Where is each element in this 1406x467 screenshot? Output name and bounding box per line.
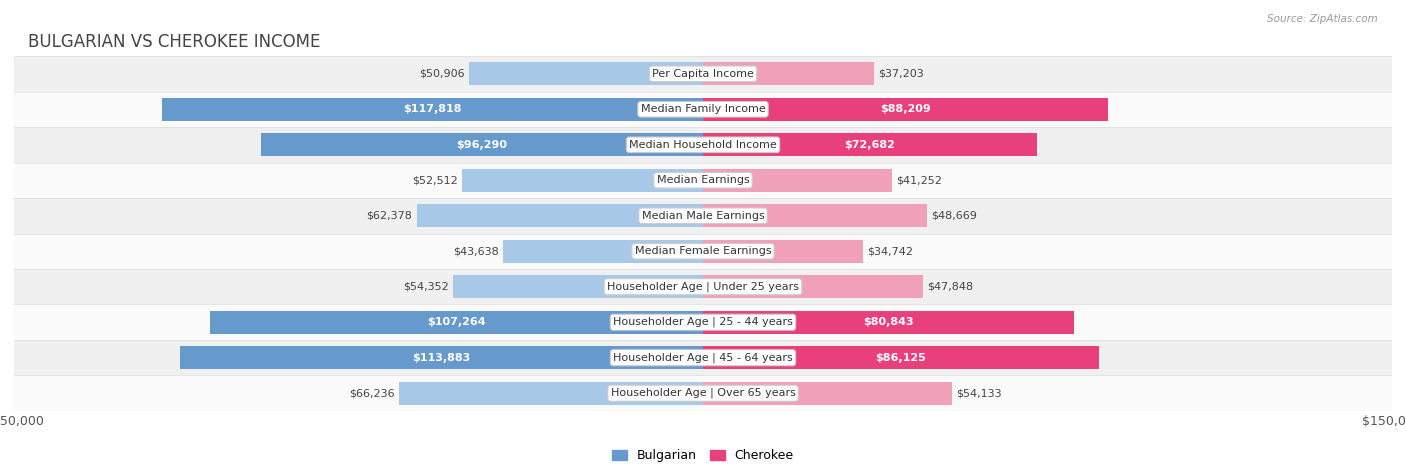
Text: $37,203: $37,203 <box>877 69 924 79</box>
Text: $54,352: $54,352 <box>404 282 450 292</box>
Text: $54,133: $54,133 <box>956 388 1001 398</box>
Bar <box>14 92 1392 127</box>
Bar <box>703 346 1098 369</box>
Bar <box>416 204 703 227</box>
Bar <box>703 240 862 263</box>
Text: $48,669: $48,669 <box>931 211 977 221</box>
Text: Householder Age | 25 - 44 years: Householder Age | 25 - 44 years <box>613 317 793 327</box>
Text: $47,848: $47,848 <box>927 282 973 292</box>
Text: Median Family Income: Median Family Income <box>641 104 765 114</box>
Text: $66,236: $66,236 <box>349 388 395 398</box>
Bar <box>399 382 703 405</box>
Bar <box>14 304 1392 340</box>
Text: Median Earnings: Median Earnings <box>657 175 749 185</box>
Bar <box>180 346 703 369</box>
Text: Source: ZipAtlas.com: Source: ZipAtlas.com <box>1267 14 1378 24</box>
Text: Median Female Earnings: Median Female Earnings <box>634 246 772 256</box>
Bar <box>14 375 1392 411</box>
Text: Per Capita Income: Per Capita Income <box>652 69 754 79</box>
Text: $80,843: $80,843 <box>863 317 914 327</box>
Bar <box>14 234 1392 269</box>
Text: $34,742: $34,742 <box>866 246 912 256</box>
Bar <box>703 382 952 405</box>
Bar <box>703 204 927 227</box>
Text: $86,125: $86,125 <box>876 353 927 363</box>
Bar <box>14 163 1392 198</box>
Text: Householder Age | 45 - 64 years: Householder Age | 45 - 64 years <box>613 353 793 363</box>
Bar <box>703 133 1036 156</box>
Bar <box>453 275 703 298</box>
Text: Householder Age | Over 65 years: Householder Age | Over 65 years <box>610 388 796 398</box>
Text: $96,290: $96,290 <box>457 140 508 150</box>
Bar <box>162 98 703 121</box>
Bar <box>703 98 1108 121</box>
Text: Median Household Income: Median Household Income <box>628 140 778 150</box>
Legend: Bulgarian, Cherokee: Bulgarian, Cherokee <box>606 443 800 467</box>
Bar <box>703 275 922 298</box>
Text: $113,883: $113,883 <box>412 353 471 363</box>
Text: $43,638: $43,638 <box>453 246 499 256</box>
Bar <box>470 62 703 85</box>
Text: $107,264: $107,264 <box>427 317 486 327</box>
Bar <box>211 311 703 334</box>
Text: $88,209: $88,209 <box>880 104 931 114</box>
Bar <box>502 240 703 263</box>
Bar <box>14 269 1392 304</box>
Text: $50,906: $50,906 <box>419 69 465 79</box>
Text: $62,378: $62,378 <box>367 211 412 221</box>
Bar <box>14 340 1392 375</box>
Bar <box>703 311 1074 334</box>
Bar <box>461 169 703 192</box>
Bar <box>14 127 1392 163</box>
Text: $41,252: $41,252 <box>897 175 942 185</box>
Text: $117,818: $117,818 <box>404 104 461 114</box>
Text: Median Male Earnings: Median Male Earnings <box>641 211 765 221</box>
Bar <box>260 133 703 156</box>
Text: $72,682: $72,682 <box>845 140 896 150</box>
Bar <box>703 62 875 85</box>
Bar <box>14 56 1392 92</box>
Text: $52,512: $52,512 <box>412 175 458 185</box>
Bar <box>703 169 893 192</box>
Text: Householder Age | Under 25 years: Householder Age | Under 25 years <box>607 282 799 292</box>
Text: BULGARIAN VS CHEROKEE INCOME: BULGARIAN VS CHEROKEE INCOME <box>28 33 321 51</box>
Bar <box>14 198 1392 234</box>
